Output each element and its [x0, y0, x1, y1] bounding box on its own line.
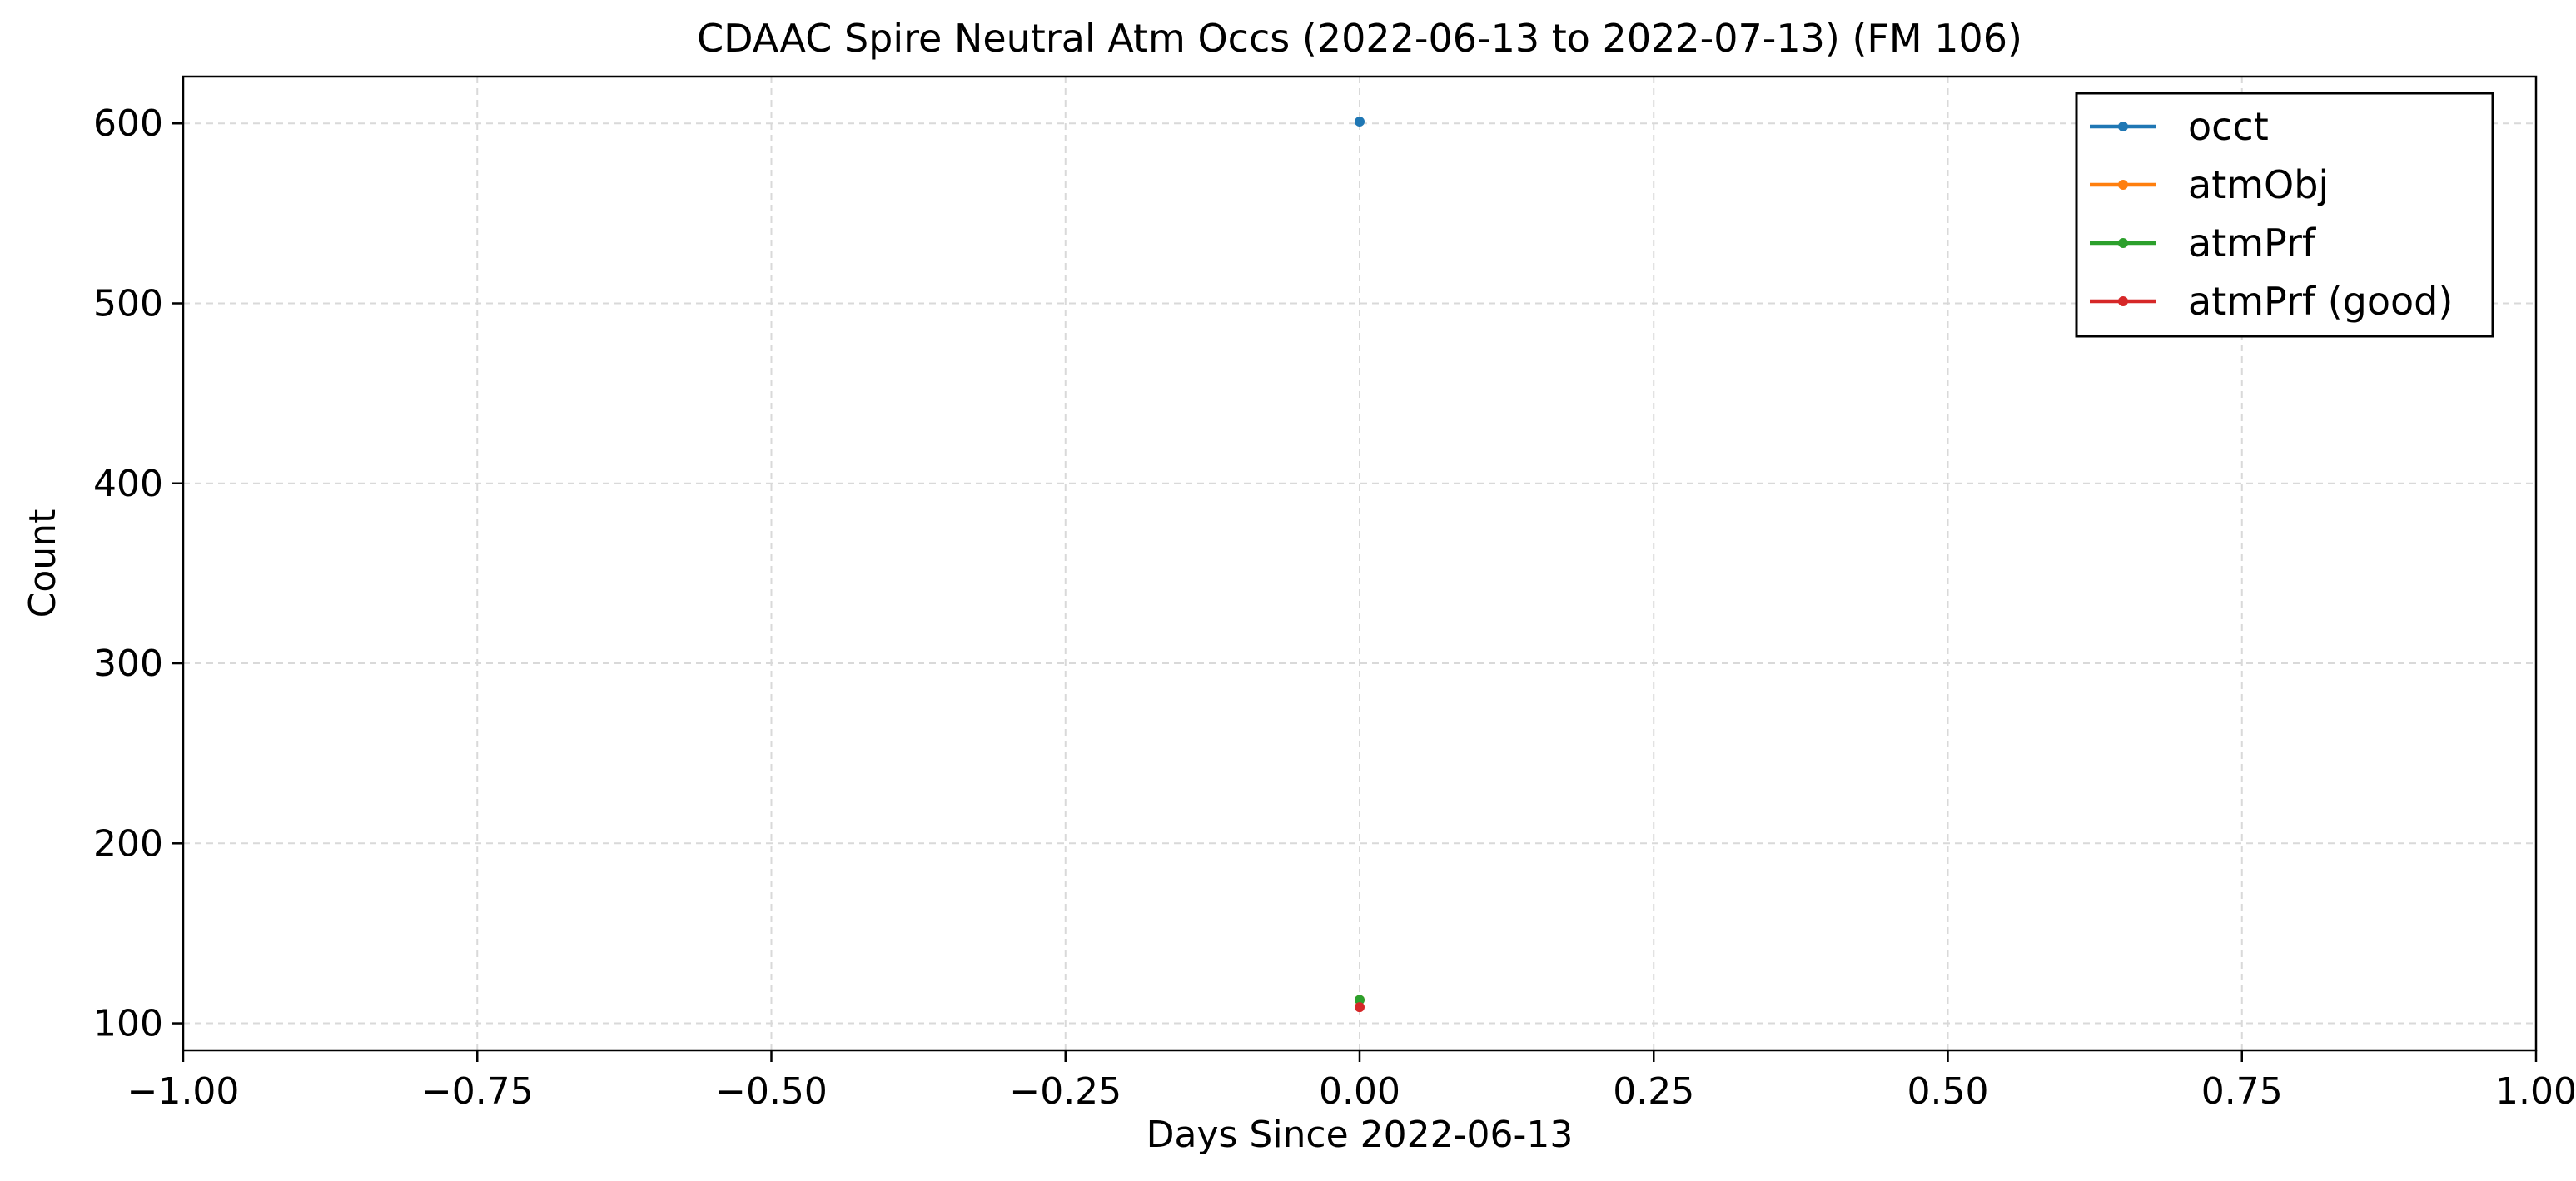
series-atmprf-good	[1355, 1002, 1365, 1013]
chart-title: CDAAC Spire Neutral Atm Occs (2022-06-13…	[697, 16, 2022, 61]
legend: occt atmObj atmPrf atmPrf (good)	[2075, 92, 2494, 338]
legend-marker	[2118, 122, 2128, 131]
x-tick-label: 0.50	[1907, 1070, 1989, 1113]
legend-label: atmPrf	[2188, 221, 2317, 265]
x-tick-label: 1.00	[2495, 1070, 2576, 1113]
data-point	[1355, 995, 1365, 1005]
x-tick-label: 0.75	[2201, 1070, 2283, 1113]
legend-label: atmObj	[2188, 162, 2329, 207]
y-axis-label: Count	[22, 509, 64, 618]
x-tick-label: 0.25	[1613, 1070, 1694, 1113]
y-tick-label: 500	[93, 282, 163, 325]
legend-marker	[2118, 180, 2128, 190]
x-tick-label: −0.50	[715, 1070, 828, 1113]
y-tick-label: 300	[93, 643, 163, 685]
y-tick-label: 200	[93, 822, 163, 865]
x-tick-label: −1.00	[127, 1070, 240, 1113]
y-tick-label: 600	[93, 102, 163, 145]
x-tick-label: −0.25	[1009, 1070, 1121, 1113]
legend-label: occt	[2188, 104, 2269, 149]
x-axis-label: Days Since 2022-06-13	[1146, 1114, 1574, 1156]
legend-item: occt	[2090, 104, 2269, 149]
data-point	[1355, 117, 1365, 127]
legend-item: atmObj	[2090, 162, 2329, 207]
legend-marker	[2118, 296, 2128, 306]
legend-label: atmPrf (good)	[2188, 279, 2453, 324]
x-tick-label: −0.75	[421, 1070, 534, 1113]
series-occt	[1355, 117, 1365, 127]
y-tick-label: 400	[93, 463, 163, 505]
series-atmprf	[1355, 995, 1365, 1005]
x-tick-label: 0.00	[1319, 1070, 1400, 1113]
y-tick-label: 100	[93, 1003, 163, 1045]
legend-marker	[2118, 238, 2128, 248]
y-axis-ticks: 100 200 300 400 500 600	[93, 102, 183, 1045]
legend-item: atmPrf (good)	[2090, 279, 2453, 324]
legend-item: atmPrf	[2090, 221, 2317, 265]
legend-box	[2075, 92, 2494, 338]
data-point	[1355, 1002, 1365, 1013]
series-layer	[1355, 117, 1365, 1013]
x-axis-ticks: −1.00 −0.75 −0.50 −0.25 0.00 0.25 0.50 0.75 1.00	[127, 1050, 2576, 1113]
